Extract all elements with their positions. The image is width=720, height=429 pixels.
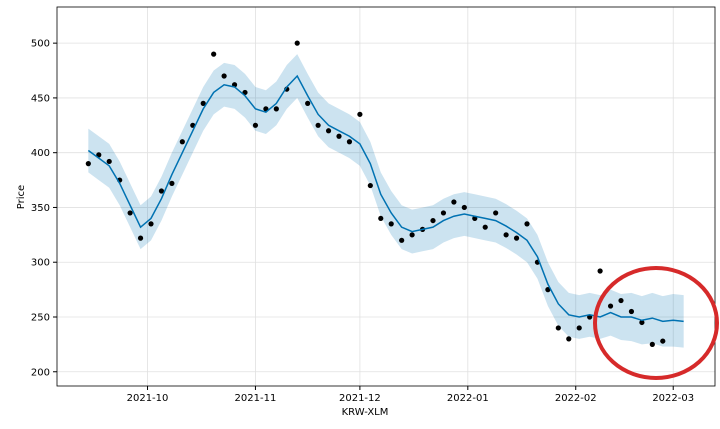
observed-point: [524, 221, 530, 227]
observed-point: [211, 51, 217, 57]
y-tick-label: 450: [31, 93, 50, 104]
observed-point: [607, 303, 614, 309]
y-tick-label: 200: [31, 367, 50, 378]
observed-point: [305, 100, 311, 106]
observed-point: [137, 235, 144, 241]
y-tick-label: 350: [31, 203, 50, 214]
observed-point: [325, 128, 332, 134]
observed-point: [430, 217, 436, 224]
annotation-circle: [593, 266, 719, 380]
observed-point: [336, 133, 342, 139]
observed-point: [221, 73, 227, 79]
x-tick-label: 2021-12: [339, 393, 381, 404]
x-tick-label: 2021-11: [235, 393, 277, 404]
observed-point: [179, 139, 185, 145]
observed-point: [357, 111, 363, 117]
y-axis-label: Price: [16, 185, 27, 209]
observed-point: [96, 152, 102, 158]
observed-point: [618, 297, 624, 304]
y-tick-label: 500: [31, 39, 50, 50]
observed-point: [315, 122, 321, 128]
plot-frame: [56, 6, 716, 387]
observed-point: [148, 221, 154, 227]
observed-point: [649, 341, 655, 347]
observed-point: [294, 40, 300, 46]
observed-point: [461, 204, 467, 211]
observed-point: [169, 180, 175, 186]
observed-point: [493, 210, 499, 216]
observed-point: [639, 319, 645, 326]
observed-point: [576, 325, 582, 331]
observed-point: [503, 232, 509, 238]
y-tick-label: 250: [31, 312, 50, 323]
observed-point: [127, 210, 133, 216]
observed-point: [85, 161, 91, 167]
x-tick-label: 2022-01: [447, 393, 489, 404]
observed-point: [399, 237, 405, 243]
observed-point: [378, 215, 384, 222]
x-axis-label: KRW-XLM: [342, 407, 389, 418]
observed-point: [628, 308, 635, 315]
observed-point: [513, 235, 520, 241]
y-tick-label: 400: [31, 148, 50, 159]
observed-point: [660, 338, 666, 344]
observed-point: [273, 106, 279, 112]
observed-point: [388, 221, 394, 227]
observed-point: [545, 287, 551, 293]
observed-point: [252, 122, 259, 128]
y-tick-label: 300: [31, 258, 50, 269]
observed-point: [367, 182, 373, 189]
x-tick-label: 2021-10: [127, 393, 169, 404]
x-tick-label: 2022-03: [652, 393, 694, 404]
observed-point: [566, 336, 572, 342]
forecast-band: [88, 54, 684, 348]
observed-point: [409, 232, 415, 238]
observed-point: [158, 188, 165, 194]
forecast-line: [87, 74, 684, 323]
observed-point: [200, 100, 206, 106]
x-tick-label: 2022-02: [555, 393, 597, 404]
observed-point: [597, 268, 603, 274]
observed-point: [482, 224, 488, 230]
observed-point: [440, 210, 447, 216]
observed-point: [346, 139, 353, 145]
observed-point: [106, 158, 112, 165]
observed-point: [555, 325, 561, 331]
observed-point: [451, 199, 457, 205]
